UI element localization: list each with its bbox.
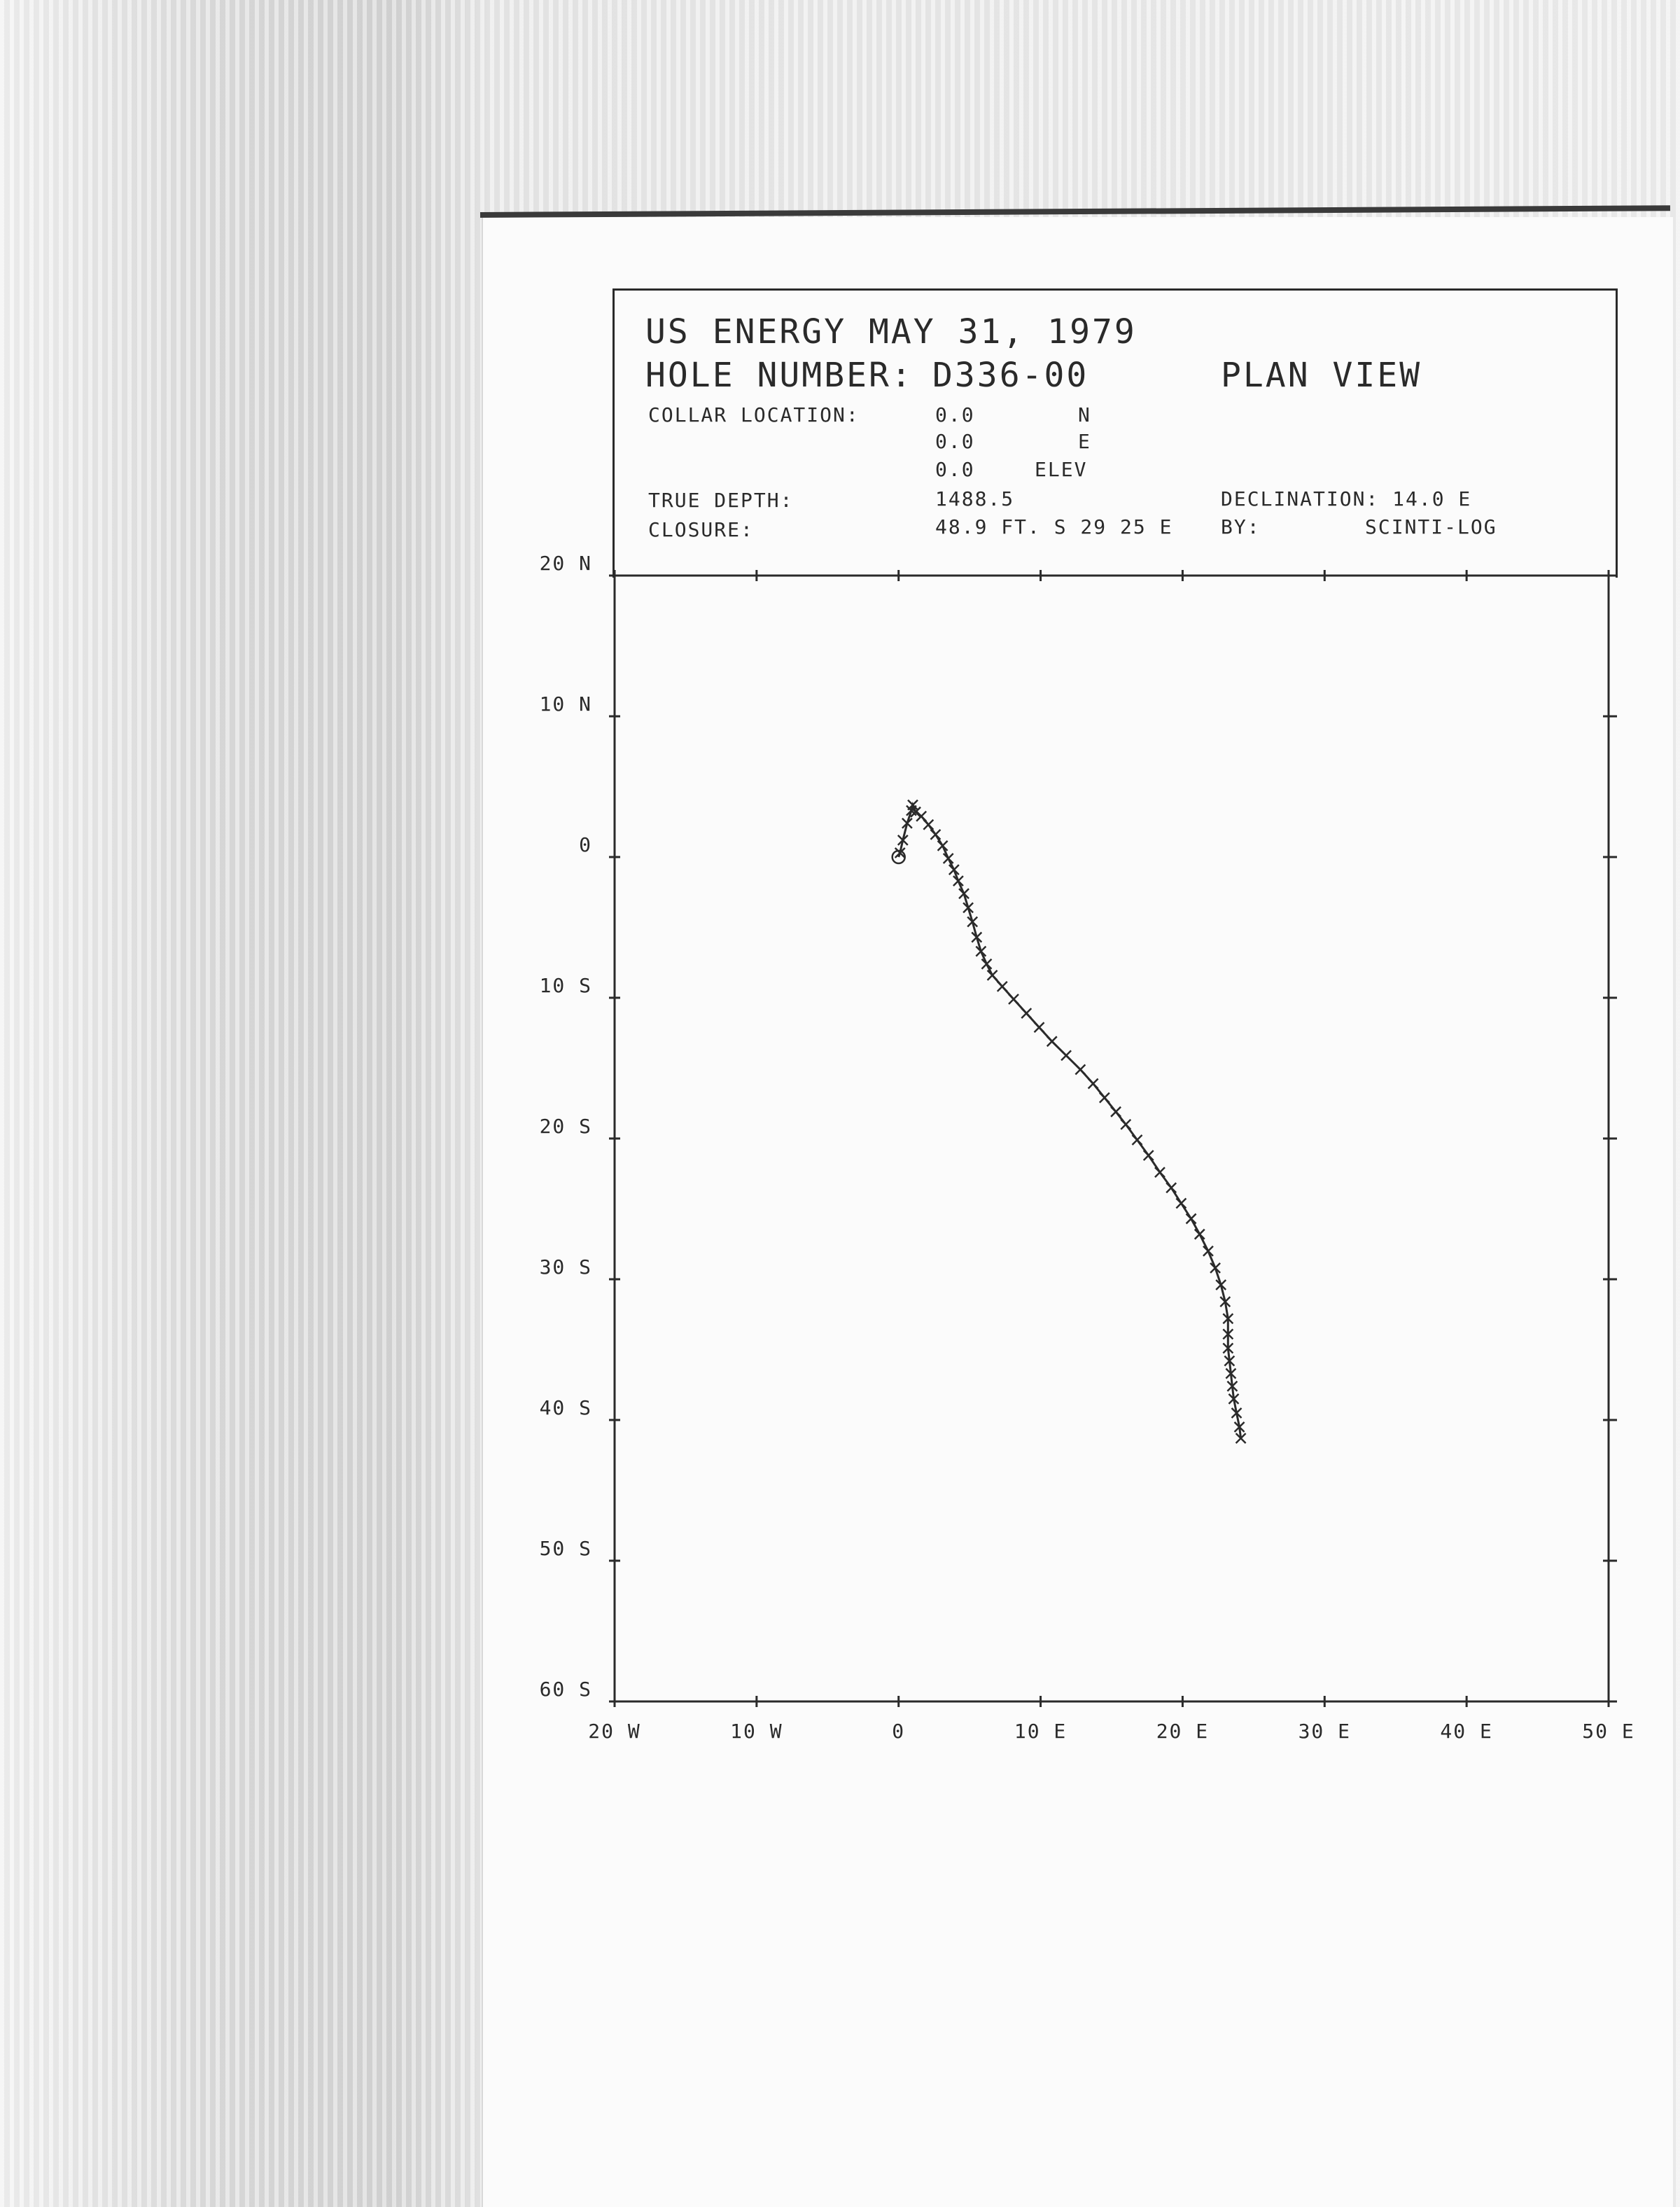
y-tick-label: 50 S [540,1537,592,1560]
survey-point-marker [1203,1245,1214,1257]
y-tick-label: 20 S [540,1115,592,1138]
true-depth-label: TRUE DEPTH: [648,489,794,512]
survey-point-marker [958,888,969,900]
survey-point-marker [1235,1433,1247,1444]
survey-point-marker [1131,1134,1143,1146]
survey-point-marker [907,799,918,811]
survey-point-marker [986,969,998,981]
collar-location-label: COLLAR LOCATION: [648,403,860,426]
survey-point-marker [1194,1228,1205,1240]
y-tick-label: 60 S [540,1678,592,1701]
survey-point-marker [948,864,960,875]
survey-point-marker [1087,1078,1099,1089]
hole-number-label: HOLE NUMBER: [645,356,913,395]
collar-n-unit: N [1078,403,1091,426]
collar-elev-value: 0.0 [935,458,975,481]
x-tick-label: 0 [892,1720,905,1743]
x-tick-label: 50 E [1582,1720,1634,1743]
survey-point-marker [937,840,948,851]
survey-point-marker [1046,1036,1058,1047]
survey-point-marker [1120,1119,1132,1130]
x-tick-label: 20 E [1156,1720,1209,1743]
survey-point-marker [1154,1167,1166,1178]
survey-point-marker [1175,1197,1187,1209]
survey-point-marker [916,810,927,822]
survey-point-marker [962,902,974,914]
y-tick-label: 0 [579,833,592,856]
survey-point-marker [942,853,954,864]
y-tick-label: 40 S [540,1396,592,1419]
survey-point-marker [1224,1355,1236,1367]
x-tick-label: 10 E [1014,1720,1067,1743]
survey-point-marker [1210,1262,1221,1274]
survey-point-marker [894,847,906,858]
collar-e-value: 0.0 [935,430,975,453]
declination: DECLINATION: 14.0 E [1221,487,1472,510]
survey-point-marker [971,931,983,943]
survey-point-marker [1021,1008,1032,1019]
survey-point-marker [910,806,921,818]
survey-point-marker [1222,1342,1234,1354]
company-date: US ENERGY MAY 31, 1979 [645,312,1137,351]
survey-point-marker [1098,1092,1110,1104]
survey-point-marker [1226,1380,1238,1392]
survey-point-marker [1225,1367,1237,1379]
survey-point-marker [1215,1279,1227,1290]
y-tick-label: 20 N [540,552,592,575]
survey-point-marker [1219,1296,1231,1308]
survey-point-marker [1142,1150,1154,1162]
y-tick-label: 10 N [540,692,592,716]
by-label: BY: [1221,515,1261,538]
survey-point-marker [975,945,987,957]
paper-sheet [483,217,1673,2207]
survey-point-marker [967,916,979,928]
survey-point-marker [1008,994,1019,1005]
survey-point-marker [1033,1022,1045,1033]
survey-point-marker [1231,1407,1242,1419]
survey-point-marker [981,958,993,970]
survey-point-marker [923,819,934,830]
collar-elev-unit: ELEV [1035,458,1088,481]
by-value: SCINTI-LOG [1365,515,1497,538]
closure-value: 48.9 FT. S 29 25 E [935,515,1173,538]
hole-number-value: D336-00 [932,356,1089,395]
survey-point-marker [1228,1393,1240,1405]
y-tick-label: 10 S [540,974,592,997]
survey-point-marker [1185,1213,1197,1225]
view-title: PLAN VIEW [1221,356,1422,395]
x-tick-label: 30 E [1298,1720,1351,1743]
survey-point-marker [996,981,1008,992]
collar-e-unit: E [1078,430,1091,453]
survey-point-marker [897,834,909,846]
collar-n-value: 0.0 [935,403,975,426]
survey-point-marker [1074,1064,1086,1075]
survey-point-marker [1222,1313,1234,1325]
x-tick-label: 20 W [588,1720,640,1743]
survey-point-marker [902,817,913,829]
survey-point-marker [930,828,941,840]
survey-point-marker [1233,1421,1245,1433]
survey-point-marker [1166,1182,1177,1194]
x-tick-label: 40 E [1440,1720,1492,1743]
header-box [612,288,1618,578]
y-tick-label: 30 S [540,1255,592,1279]
survey-point-marker [953,875,964,887]
x-tick-label: 10 W [730,1720,783,1743]
survey-point-marker [1110,1106,1121,1118]
closure-label: CLOSURE: [648,518,754,541]
true-depth-value: 1488.5 [935,487,1015,510]
survey-point-marker [1222,1328,1234,1340]
survey-point-marker [1060,1050,1072,1061]
survey-path-line [897,801,1242,1439]
